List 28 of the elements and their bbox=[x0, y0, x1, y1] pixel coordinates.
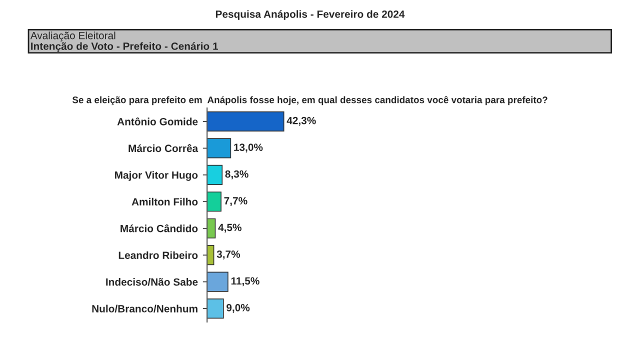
bar bbox=[207, 272, 228, 292]
bar bbox=[207, 298, 224, 319]
y-tick-label: Nulo/Branco/Nenhum bbox=[92, 304, 198, 313]
text: Se a eleição para prefeito em Anápolis fosse hoje, em qual desses candidatos você votaria para prefeito? bbox=[72, 96, 548, 106]
bar bbox=[207, 164, 223, 185]
text: Avaliação Eleitoral bbox=[30, 32, 116, 42]
text: Pesquisa Anápolis - Fevereiro de 2024 bbox=[216, 10, 405, 20]
y-tick-label: Indeciso/Não Sabe bbox=[106, 278, 198, 286]
data-label: 13,0% bbox=[234, 144, 263, 152]
data-label: 9,0% bbox=[226, 304, 250, 313]
y-tick-label: Amilton Filho bbox=[132, 198, 198, 206]
y-tick-label: Márcio Corrêa bbox=[128, 144, 198, 152]
bar bbox=[207, 245, 214, 266]
bar bbox=[207, 192, 222, 212]
data-label: 4,5% bbox=[218, 224, 242, 233]
data-label: 42,3% bbox=[286, 116, 316, 126]
data-label: 8,3% bbox=[225, 170, 248, 180]
y-tick-label: Leandro Ribeiro bbox=[118, 251, 198, 259]
data-label: 3,7% bbox=[216, 250, 240, 260]
y-tick-label: Márcio Cândido bbox=[120, 224, 198, 232]
bar bbox=[207, 111, 284, 132]
y-tick-label: Major Vitor Hugo bbox=[115, 171, 198, 181]
y-tick-label: Antônio Gomide bbox=[117, 117, 198, 126]
bar bbox=[207, 138, 232, 158]
data-label: 7,7% bbox=[224, 197, 248, 206]
text: Intenção de Voto - Prefeito - Cenário 1 bbox=[31, 42, 218, 52]
data-label: 11,5% bbox=[231, 277, 260, 286]
bar bbox=[207, 218, 216, 238]
